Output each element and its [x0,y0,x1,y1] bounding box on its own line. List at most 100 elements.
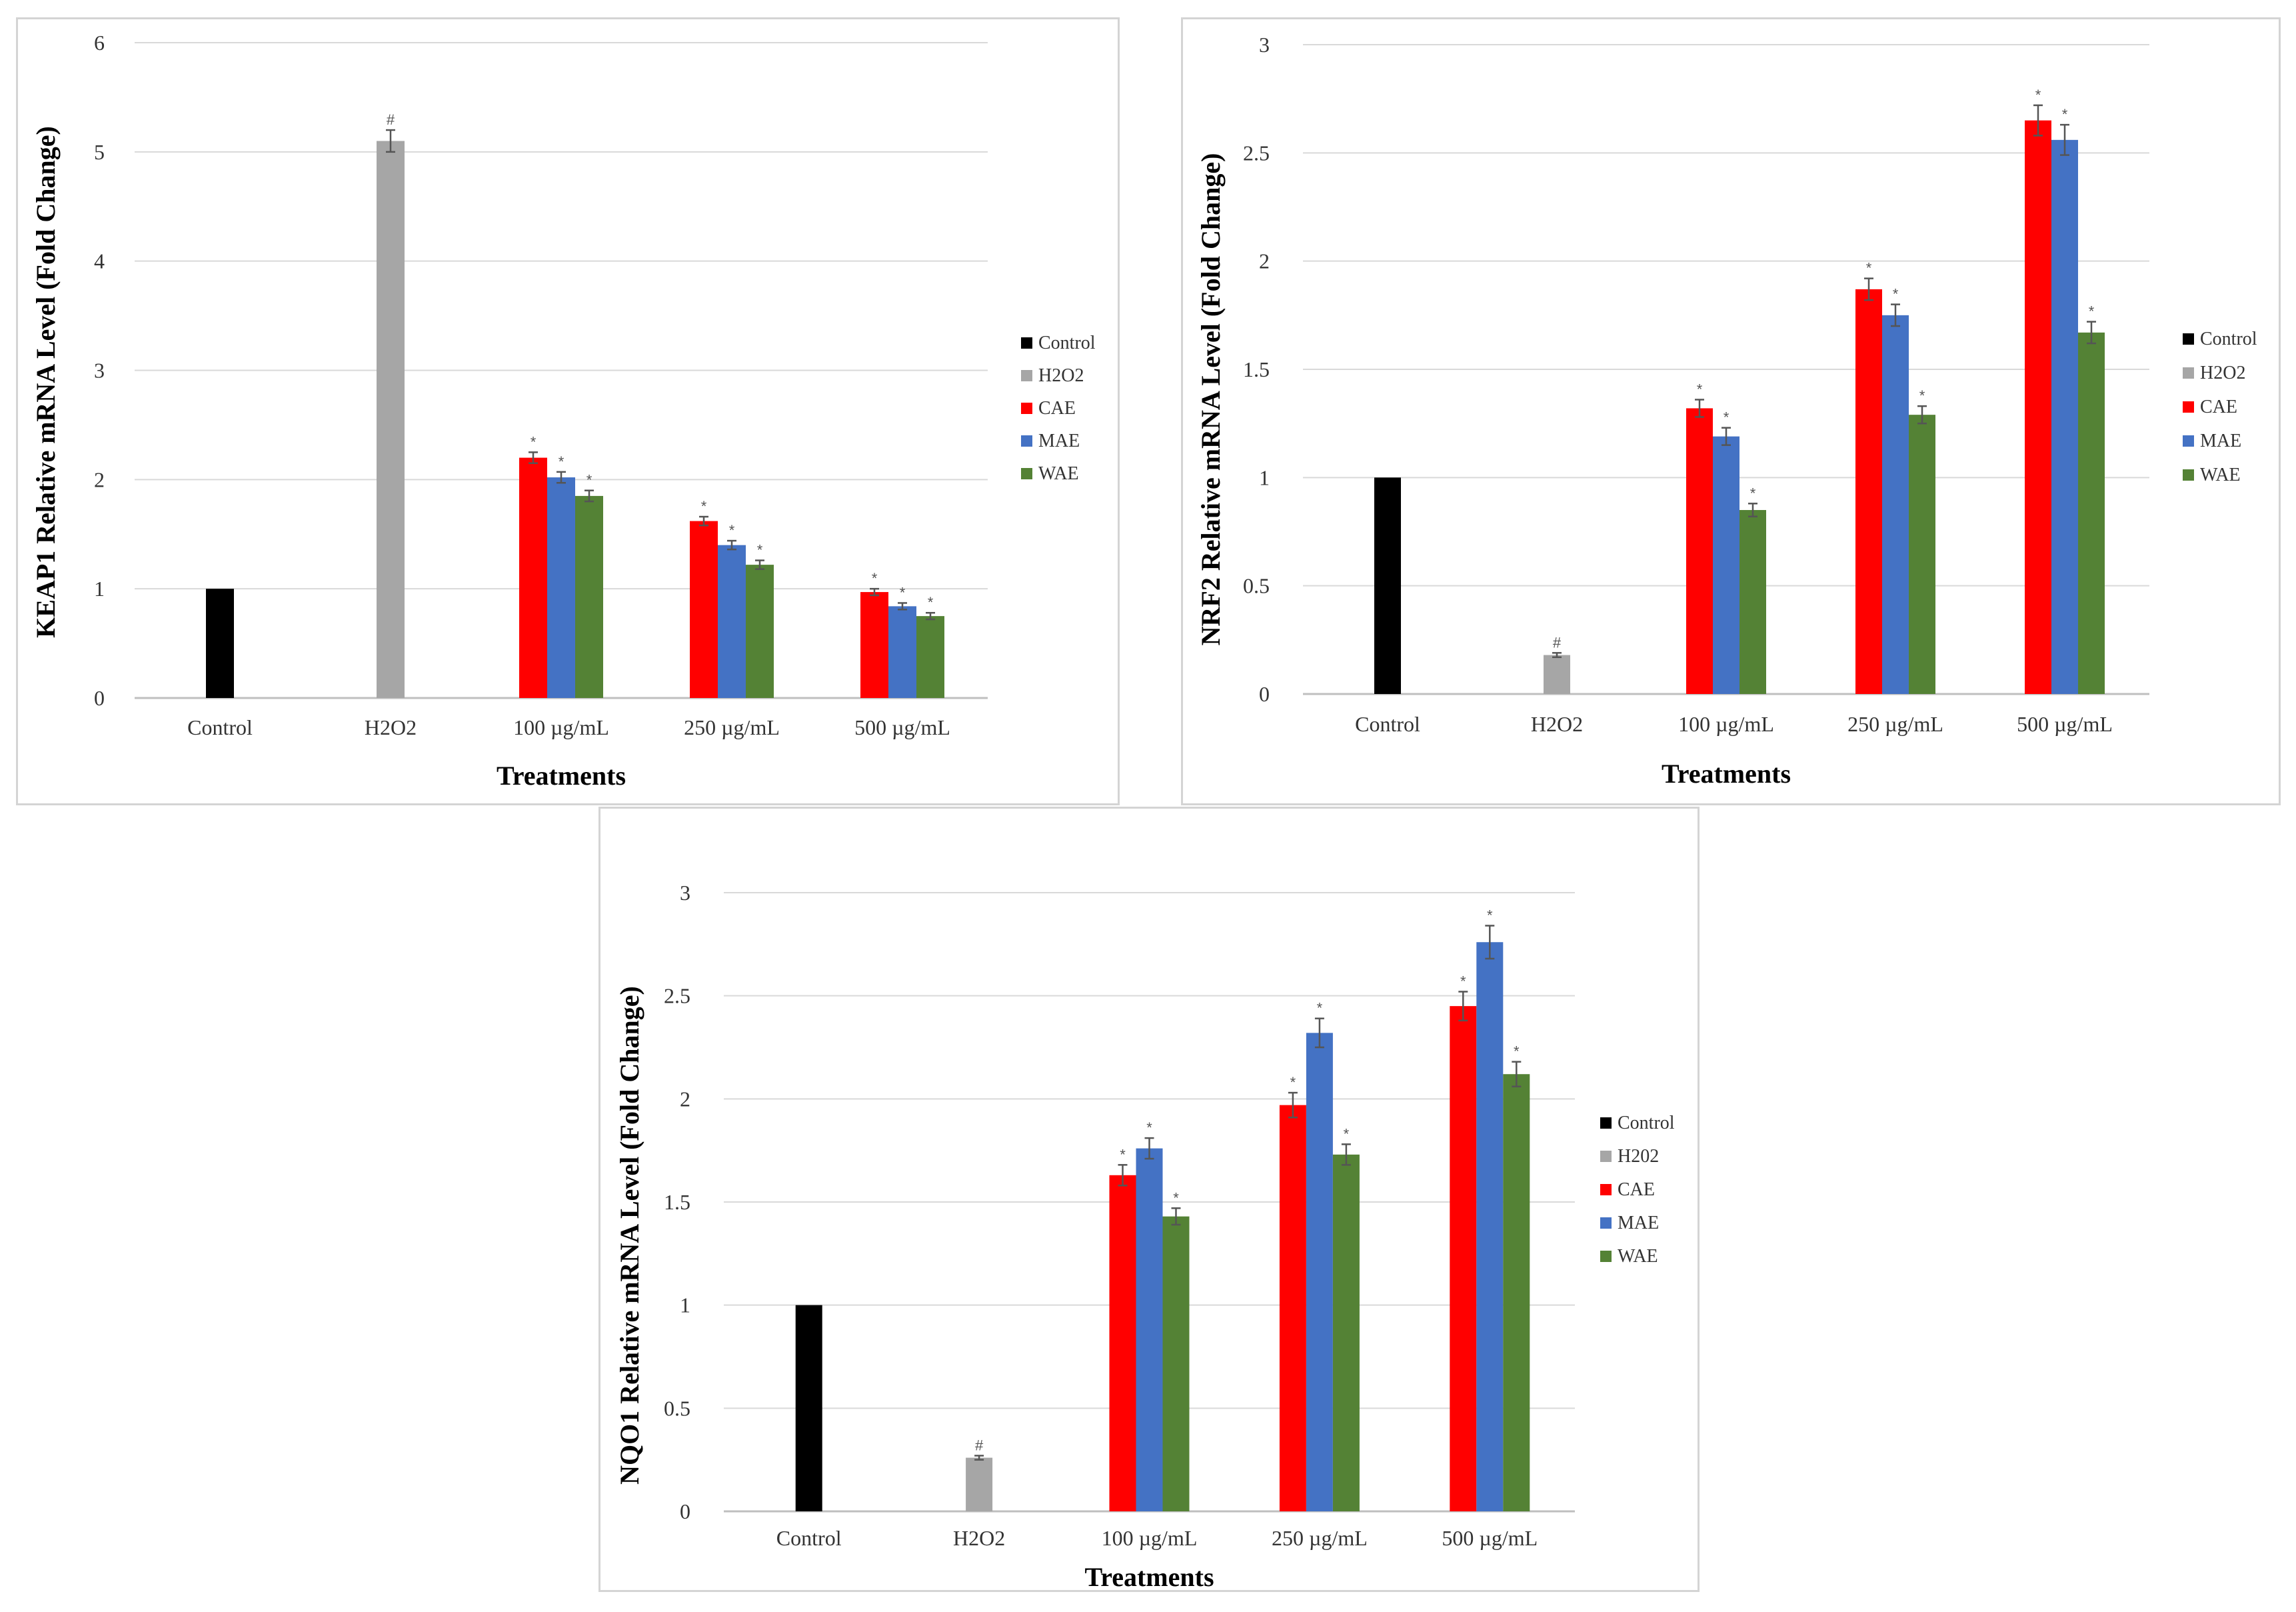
nqo1-y-tick-label: 2 [680,1087,690,1111]
keap1-y-axis-title: KEAP1 Relative mRNA Level (Fold Change) [31,126,61,638]
keap1-legend-swatch-cae [1021,403,1032,414]
nrf2-y-tick-label: 0 [1259,682,1270,706]
keap1-x-tick-label: 250 µg/mL [684,715,780,739]
keap1-x-tick-label: H2O2 [365,715,417,739]
keap1-bar-cae [690,521,718,698]
nrf2-x-tick-label: 250 µg/mL [1847,712,1943,736]
nrf2-bar-mae [2051,139,2078,694]
keap1-chart-svg: 0 1 2 3 4 5 6 Control H2O2 100 µg/mL 250 µg/mL 500 … [31,31,1096,791]
nrf2-significance-mark: * [1866,260,1872,277]
nqo1-y-tick-label: 0.5 [664,1396,690,1420]
nrf2-legend-swatch-mae [2183,435,2194,447]
nqo1-bar-h2o2 [966,1457,993,1511]
nrf2-y-tick-label: 1.5 [1243,357,1270,381]
nrf2-bar-mae [1713,436,1739,694]
nrf2-bar-wae [2078,332,2105,695]
nqo1-x-tick-label: 100 µg/mL [1102,1526,1198,1550]
keap1-y-tick-label: 2 [94,467,105,491]
keap1-significance-mark: * [531,433,537,450]
nrf2-significance-mark: * [2035,87,2041,103]
nqo1-y-tick-label: 0 [680,1499,690,1523]
keap1-legend-label-mae: MAE [1038,431,1080,451]
nqo1-x-tick-label: 500 µg/mL [1442,1526,1538,1550]
nqo1-x-tick-label: Control [776,1526,842,1550]
nrf2-bar-cae [1686,408,1713,694]
nqo1-bar-cae [1109,1175,1136,1511]
nrf2-legend-swatch-h2o2 [2183,367,2194,379]
nrf2-x-tick-label: Control [1355,712,1420,736]
nqo1-significance-mark: * [1146,1119,1152,1136]
keap1-bar-control [206,589,234,698]
nqo1-bar-cae [1279,1105,1306,1511]
keap1-bar-wae [746,565,774,698]
nqo1-y-tick-label: 1.5 [664,1190,690,1214]
nqo1-x-tick-label: H2O2 [953,1526,1005,1550]
chart-panel-keap1: 0 1 2 3 4 5 6 Control H2O2 100 µg/mL 250 µg/mL 500 … [16,17,1120,805]
keap1-bar-cae [519,457,547,698]
nrf2-significance-mark: * [1697,381,1703,397]
nrf2-x-axis-title: Treatments [1662,759,1791,789]
nqo1-x-tick-label: 250 µg/mL [1272,1526,1368,1550]
keap1-significance-mark: # [387,111,395,128]
nqo1-bar-mae [1306,1033,1333,1511]
nqo1-legend-swatch-h2o2 [1600,1151,1612,1162]
keap1-significance-mark: * [729,522,735,539]
chart-panel-nrf2: 0 0.5 1 1.5 2 2.5 3 Control H2O2 100 µg/mL 250 µg/… [1181,17,2281,805]
nqo1-significance-mark: * [1173,1189,1179,1206]
nqo1-legend-swatch-wae [1600,1251,1612,1262]
nrf2-bar-h2o2 [1544,655,1570,694]
nqo1-legend-swatch-control [1600,1117,1612,1129]
nqo1-legend-swatch-mae [1600,1217,1612,1229]
nqo1-significance-mark: * [1460,973,1466,989]
nqo1-legend-label-cae: CAE [1618,1179,1655,1200]
nrf2-x-tick-label: 100 µg/mL [1678,712,1774,736]
nrf2-significance-mark: * [1919,387,1925,404]
nrf2-y-tick-label: 3 [1259,33,1270,57]
keap1-x-tick-label: Control [187,715,253,739]
nrf2-significance-mark: # [1553,634,1562,651]
nrf2-y-axis-title: NRF2 Relative mRNA Level (Fold Change) [1196,153,1226,646]
keap1-legend-swatch-h2o2 [1021,370,1032,381]
keap1-bar-wae [916,616,944,698]
nqo1-x-axis-title: Treatments [1084,1562,1214,1590]
nqo1-significance-mark: * [1344,1125,1350,1142]
nrf2-x-tick-label: 500 µg/mL [2017,712,2113,736]
nqo1-significance-mark: * [1317,1000,1323,1017]
nrf2-y-tick-label: 0.5 [1243,574,1270,598]
nqo1-bar-wae [1503,1074,1530,1511]
keap1-x-tick-label: 500 µg/mL [854,715,950,739]
nqo1-significance-mark: # [975,1437,984,1453]
nqo1-bar-mae [1476,942,1504,1511]
keap1-significance-mark: * [701,498,707,515]
nrf2-significance-mark: * [2089,303,2095,320]
nqo1-y-tick-label: 2.5 [664,984,690,1008]
keap1-significance-mark: * [586,472,592,489]
nqo1-legend-swatch-cae [1600,1184,1612,1195]
nqo1-significance-mark: * [1290,1074,1296,1091]
nrf2-bar-control [1374,477,1401,694]
keap1-legend-swatch-wae [1021,468,1032,479]
nqo1-bar-wae [1162,1216,1190,1511]
keap1-y-tick-label: 3 [94,359,105,383]
nrf2-significance-mark: * [1750,485,1756,501]
keap1-y-tick-label: 4 [94,249,105,273]
keap1-significance-mark: * [872,570,878,587]
nqo1-y-axis-title: NQO1 Relative mRNA Level (Fold Change) [614,986,644,1485]
nrf2-bar-mae [1882,315,1909,694]
nrf2-legend-swatch-cae [2183,401,2194,413]
keap1-legend-label-wae: WAE [1038,463,1079,484]
nqo1-y-tick-label: 3 [680,881,690,905]
nqo1-bar-wae [1332,1154,1360,1511]
nrf2-y-tick-label: 2.5 [1243,141,1270,165]
keap1-legend-swatch-mae [1021,435,1032,447]
keap1-x-axis-title: Treatments [497,761,626,791]
keap1-legend-label-cae: CAE [1038,398,1076,419]
nrf2-y-tick-label: 2 [1259,249,1270,273]
nqo1-legend-label-h2o2: H202 [1618,1146,1659,1167]
keap1-legend-swatch-control [1021,337,1032,349]
keap1-bar-mae [888,606,916,698]
keap1-bar-cae [860,592,888,698]
nrf2-y-tick-label: 1 [1259,465,1270,489]
nrf2-x-tick-label: H2O2 [1531,712,1583,736]
nrf2-significance-mark: * [2062,106,2068,123]
